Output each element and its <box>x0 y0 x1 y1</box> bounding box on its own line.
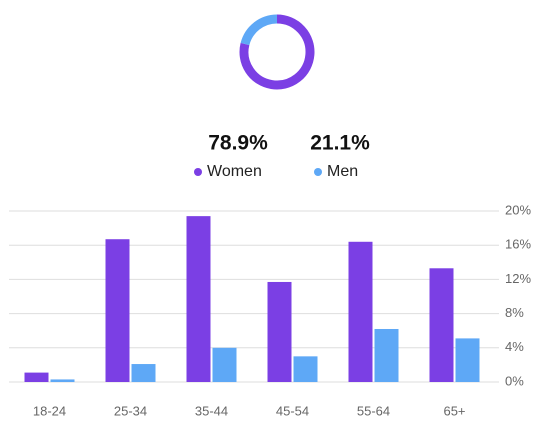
legend-label: Women <box>207 163 262 180</box>
bar <box>293 356 318 382</box>
legend-label: Men <box>327 163 358 180</box>
y-tick-label: 12% <box>505 271 531 286</box>
donut-segment <box>239 14 315 90</box>
bar <box>212 347 237 382</box>
y-tick-label: 8% <box>505 305 524 320</box>
x-tick-label: 25-34 <box>114 403 147 418</box>
bar <box>348 241 373 382</box>
bar <box>374 328 399 382</box>
bar <box>429 268 454 382</box>
percent-label: 78.9% <box>208 132 268 155</box>
x-tick-label: 65+ <box>443 403 465 418</box>
bar <box>267 281 292 382</box>
bar <box>24 372 49 382</box>
bar <box>455 338 480 382</box>
bar <box>50 379 75 382</box>
y-tick-label: 16% <box>505 237 531 252</box>
y-tick-label: 20% <box>505 202 531 217</box>
y-tick-label: 4% <box>505 339 524 354</box>
legend-dot <box>314 168 322 176</box>
y-tick-label: 0% <box>505 373 524 388</box>
bar <box>105 239 130 382</box>
bar <box>131 364 156 382</box>
x-tick-label: 35-44 <box>195 403 228 418</box>
bar <box>186 216 211 382</box>
donut-segment <box>240 14 278 46</box>
x-tick-label: 18-24 <box>33 403 66 418</box>
legend-dot <box>194 168 202 176</box>
x-tick-label: 55-64 <box>357 403 390 418</box>
percent-label: 21.1% <box>310 132 370 155</box>
x-tick-label: 45-54 <box>276 403 309 418</box>
